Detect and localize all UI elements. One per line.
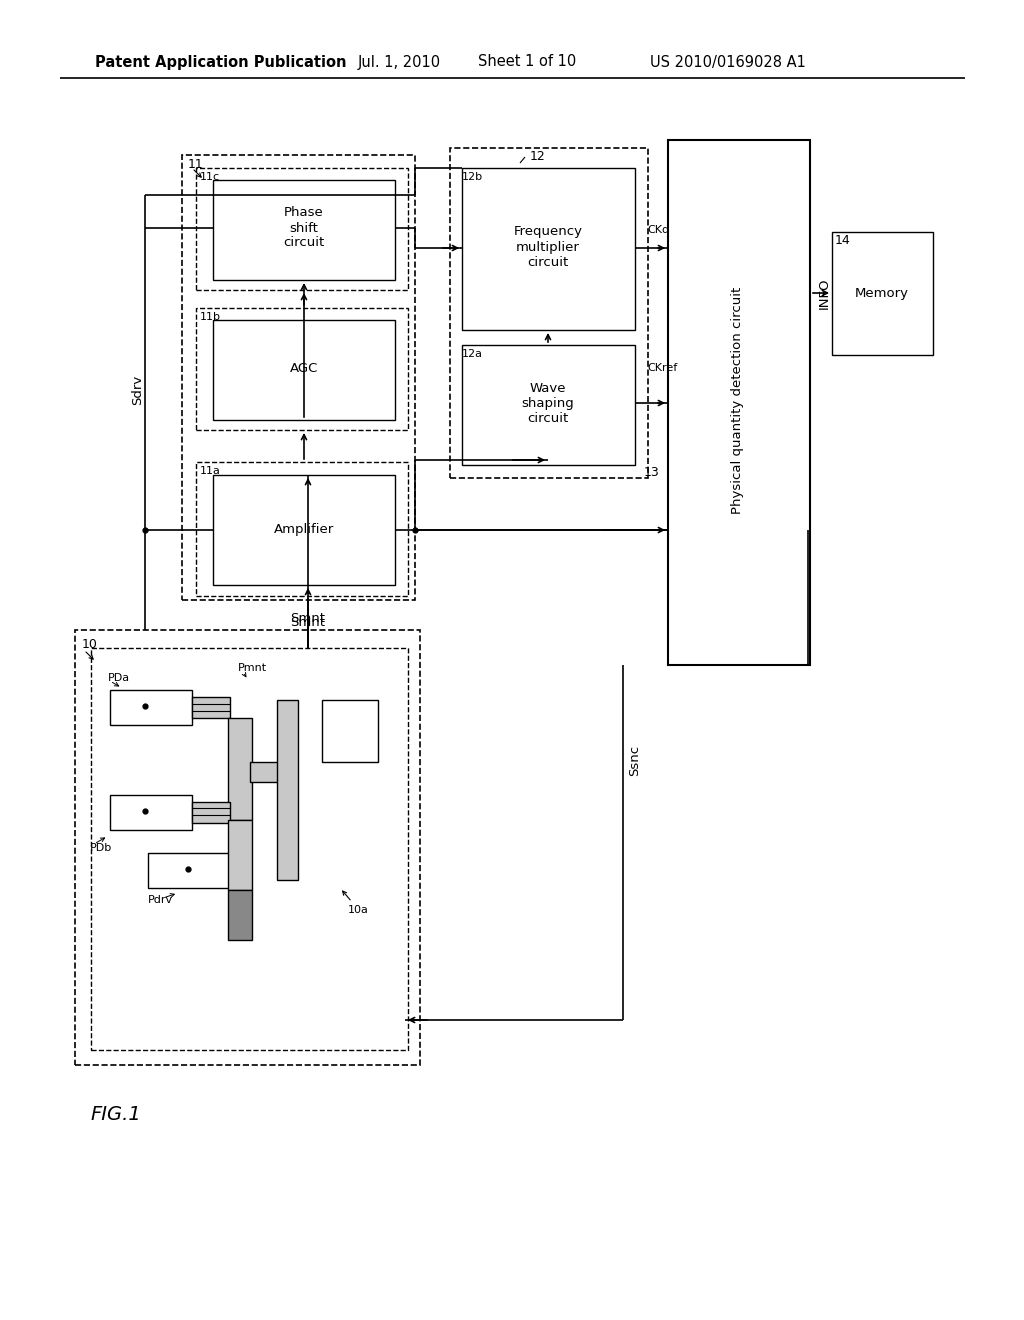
- Bar: [110, 690, 193, 725]
- Text: Jul. 1, 2010: Jul. 1, 2010: [358, 54, 441, 70]
- Text: Ssnc: Ssnc: [628, 744, 641, 776]
- Bar: [462, 168, 635, 330]
- Bar: [250, 762, 283, 781]
- Text: 12: 12: [530, 150, 546, 164]
- Text: 11c: 11c: [200, 172, 220, 182]
- Text: Sheet 1 of 10: Sheet 1 of 10: [478, 54, 577, 70]
- Bar: [196, 462, 408, 597]
- Text: 11: 11: [188, 158, 204, 172]
- Text: 10: 10: [82, 639, 98, 652]
- Text: 13: 13: [644, 466, 659, 479]
- Text: Phase
shift
circuit: Phase shift circuit: [284, 206, 325, 249]
- Bar: [91, 648, 408, 1049]
- Text: Patent Application Publication: Patent Application Publication: [95, 54, 346, 70]
- Text: PDa: PDa: [108, 673, 130, 682]
- Text: Frequency
multiplier
circuit: Frequency multiplier circuit: [513, 226, 583, 268]
- Bar: [196, 168, 408, 290]
- Text: Pdrv: Pdrv: [148, 895, 173, 906]
- Text: US 2010/0169028 A1: US 2010/0169028 A1: [650, 54, 806, 70]
- Text: 14: 14: [835, 234, 851, 247]
- Bar: [450, 148, 648, 478]
- Bar: [213, 180, 395, 280]
- Bar: [193, 697, 230, 718]
- Bar: [196, 308, 408, 430]
- Bar: [668, 140, 810, 665]
- Text: INFO: INFO: [818, 277, 831, 309]
- Bar: [831, 232, 933, 355]
- Bar: [182, 154, 415, 601]
- Text: 10a: 10a: [348, 906, 369, 915]
- Bar: [228, 890, 252, 940]
- Text: CKref: CKref: [647, 363, 677, 374]
- Bar: [228, 820, 252, 890]
- Text: Pmnt: Pmnt: [238, 663, 267, 673]
- Bar: [462, 345, 635, 465]
- Text: 11a: 11a: [200, 466, 221, 477]
- Bar: [213, 319, 395, 420]
- Text: 12b: 12b: [462, 172, 483, 182]
- Text: FIG.1: FIG.1: [90, 1106, 140, 1125]
- Text: CKd: CKd: [647, 224, 669, 235]
- Text: Smnt: Smnt: [291, 611, 326, 624]
- Bar: [148, 853, 232, 888]
- Text: Smnt: Smnt: [291, 615, 326, 628]
- Text: Amplifier: Amplifier: [273, 524, 334, 536]
- Text: AGC: AGC: [290, 362, 318, 375]
- Text: Wave
shaping
circuit: Wave shaping circuit: [521, 381, 574, 425]
- Text: Physical quantity detection circuit: Physical quantity detection circuit: [731, 286, 744, 513]
- Text: 12a: 12a: [462, 348, 483, 359]
- Text: 11b: 11b: [200, 312, 221, 322]
- Bar: [322, 700, 378, 762]
- Text: Sdrv: Sdrv: [131, 375, 144, 405]
- Bar: [110, 795, 193, 830]
- Bar: [213, 475, 395, 585]
- Bar: [193, 803, 230, 822]
- Bar: [278, 700, 298, 880]
- Bar: [75, 630, 420, 1065]
- Text: Memory: Memory: [855, 286, 909, 300]
- Bar: [228, 718, 252, 820]
- Text: PDb: PDb: [90, 843, 113, 853]
